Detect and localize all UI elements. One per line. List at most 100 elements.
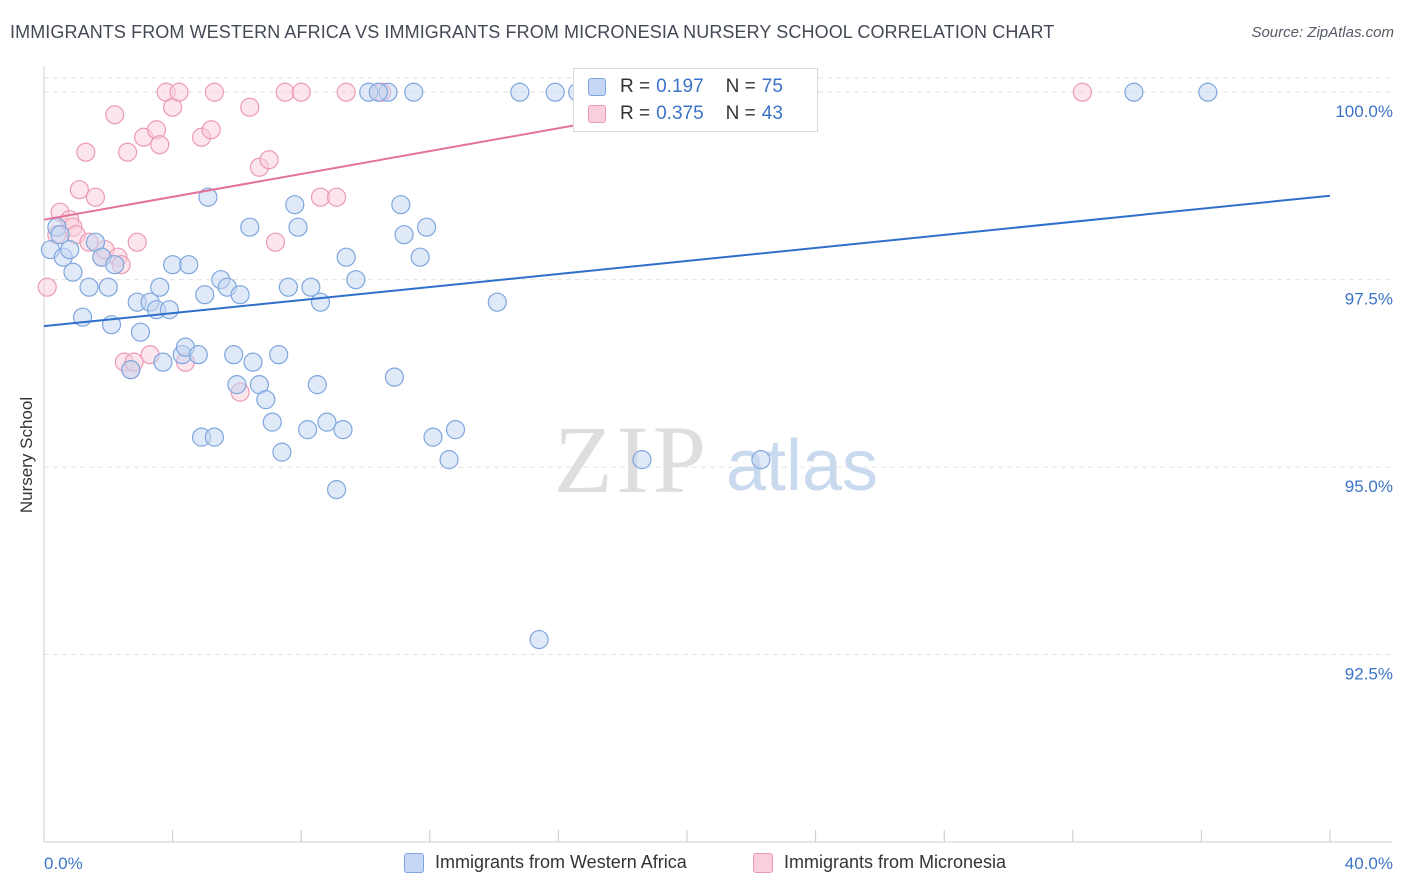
western-africa-point (269, 345, 289, 365)
western-africa-point (288, 217, 308, 237)
western-africa-point (545, 82, 565, 102)
series-legend: Immigrants from Western Africa Immigrant… (0, 851, 1406, 877)
western-africa-point (317, 412, 337, 432)
western-africa-point (50, 225, 70, 245)
micronesia-point (201, 120, 221, 140)
western-africa-point (310, 292, 331, 312)
western-africa-point (230, 285, 250, 305)
x-tick-label-min: 0.0% (44, 854, 83, 873)
western-africa-point (368, 82, 388, 102)
legend-item-western-africa[interactable]: Immigrants from Western Africa (404, 852, 687, 873)
western-africa-points (40, 82, 1218, 650)
western-africa-point (394, 225, 414, 245)
western-africa-point (179, 255, 199, 275)
y-tick-label: 100.0% (1335, 102, 1393, 121)
western-africa-point (384, 367, 405, 387)
y-tick-label: 95.0% (1345, 477, 1393, 496)
n-label: N = (725, 103, 756, 124)
western-africa-point (1124, 82, 1144, 102)
western-africa-trend-line (43, 194, 1331, 328)
western-africa-point (529, 629, 549, 650)
western-africa-point (404, 82, 424, 102)
western-africa-point (336, 247, 356, 267)
legend-row-micronesia: R = 0.375 N = 43 (588, 102, 783, 126)
western-africa-point (307, 375, 327, 395)
y-tick-label: 92.5% (1345, 665, 1393, 684)
western-africa-point (130, 322, 151, 342)
western-africa-point (204, 427, 224, 447)
legend-item-micronesia[interactable]: Immigrants from Micronesia (753, 852, 1006, 873)
western-africa-point (150, 277, 170, 297)
chart-title: IMMIGRANTS FROM WESTERN AFRICA VS IMMIGR… (10, 22, 1055, 42)
watermark-atlas: atlas (726, 426, 878, 506)
legend-label: Immigrants from Micronesia (784, 852, 1007, 872)
western-africa-point (285, 195, 305, 215)
micronesia-point (265, 232, 286, 252)
n-label: N = (725, 76, 756, 97)
legend-label: Immigrants from Western Africa (435, 852, 687, 872)
western-africa-point (632, 450, 652, 470)
western-africa-point (326, 480, 347, 500)
r-value: 0.375 (656, 103, 704, 124)
western-africa-point (63, 262, 83, 282)
correlation-legend: R = 0.197 N = 75 R = 0.375 N = 43 (573, 68, 818, 132)
micronesia-point (1072, 82, 1093, 102)
micronesia-point (204, 82, 224, 102)
r-label: R = (620, 103, 651, 124)
western-africa-point (79, 277, 99, 297)
micronesia-point (150, 135, 170, 155)
n-value: 43 (761, 103, 783, 124)
western-africa-point (391, 195, 411, 215)
micronesia-point (240, 97, 260, 117)
western-africa-point (224, 345, 244, 365)
western-africa-point (243, 352, 263, 372)
micronesia-point (37, 277, 57, 297)
western-africa-point (240, 217, 260, 237)
western-africa-point (159, 300, 179, 320)
western-africa-point (105, 255, 125, 275)
watermark-zip: ZIP (554, 406, 710, 513)
legend-swatch-blue (404, 852, 424, 873)
western-africa-point (1198, 82, 1218, 102)
western-africa-point (153, 352, 173, 372)
micronesia-point (105, 105, 125, 125)
micronesia-point (326, 187, 347, 207)
western-africa-point (195, 285, 215, 305)
western-africa-point (298, 420, 318, 440)
micronesia-point (259, 150, 279, 170)
western-africa-point (416, 217, 437, 237)
micronesia-point (336, 82, 356, 102)
western-africa-point (163, 255, 183, 275)
r-label: R = (620, 76, 651, 97)
r-value: 0.197 (656, 76, 704, 97)
axis-layer (43, 66, 1392, 843)
micronesia-point (69, 180, 89, 200)
tick-labels: 100.0% 97.5% 95.0% 92.5% 0.0% 40.0% (44, 102, 1393, 873)
western-africa-point (227, 375, 247, 395)
western-africa-point (60, 240, 80, 260)
western-africa-point (510, 82, 530, 102)
western-africa-point (445, 420, 466, 440)
western-africa-point (301, 277, 321, 297)
western-africa-point (410, 247, 430, 267)
legend-swatch-pink (588, 105, 606, 123)
western-africa-point (346, 270, 366, 290)
western-africa-point (278, 277, 298, 297)
micronesia-point (117, 142, 138, 162)
y-axis-label: Nursery School (17, 396, 36, 514)
micronesia-point (310, 187, 331, 207)
x-tick-label-max: 40.0% (1345, 854, 1393, 873)
western-africa-point (439, 450, 459, 470)
micronesia-point (85, 187, 106, 207)
western-africa-point (423, 427, 443, 447)
micronesia-point (291, 82, 311, 102)
western-africa-point (121, 360, 141, 380)
western-africa-point (333, 420, 353, 440)
western-africa-point (256, 390, 276, 410)
legend-row-western-africa: R = 0.197 N = 75 (588, 75, 783, 99)
micronesia-point (76, 142, 96, 162)
western-africa-point (98, 277, 118, 297)
micronesia-point (169, 82, 189, 102)
n-value: 75 (761, 76, 783, 97)
